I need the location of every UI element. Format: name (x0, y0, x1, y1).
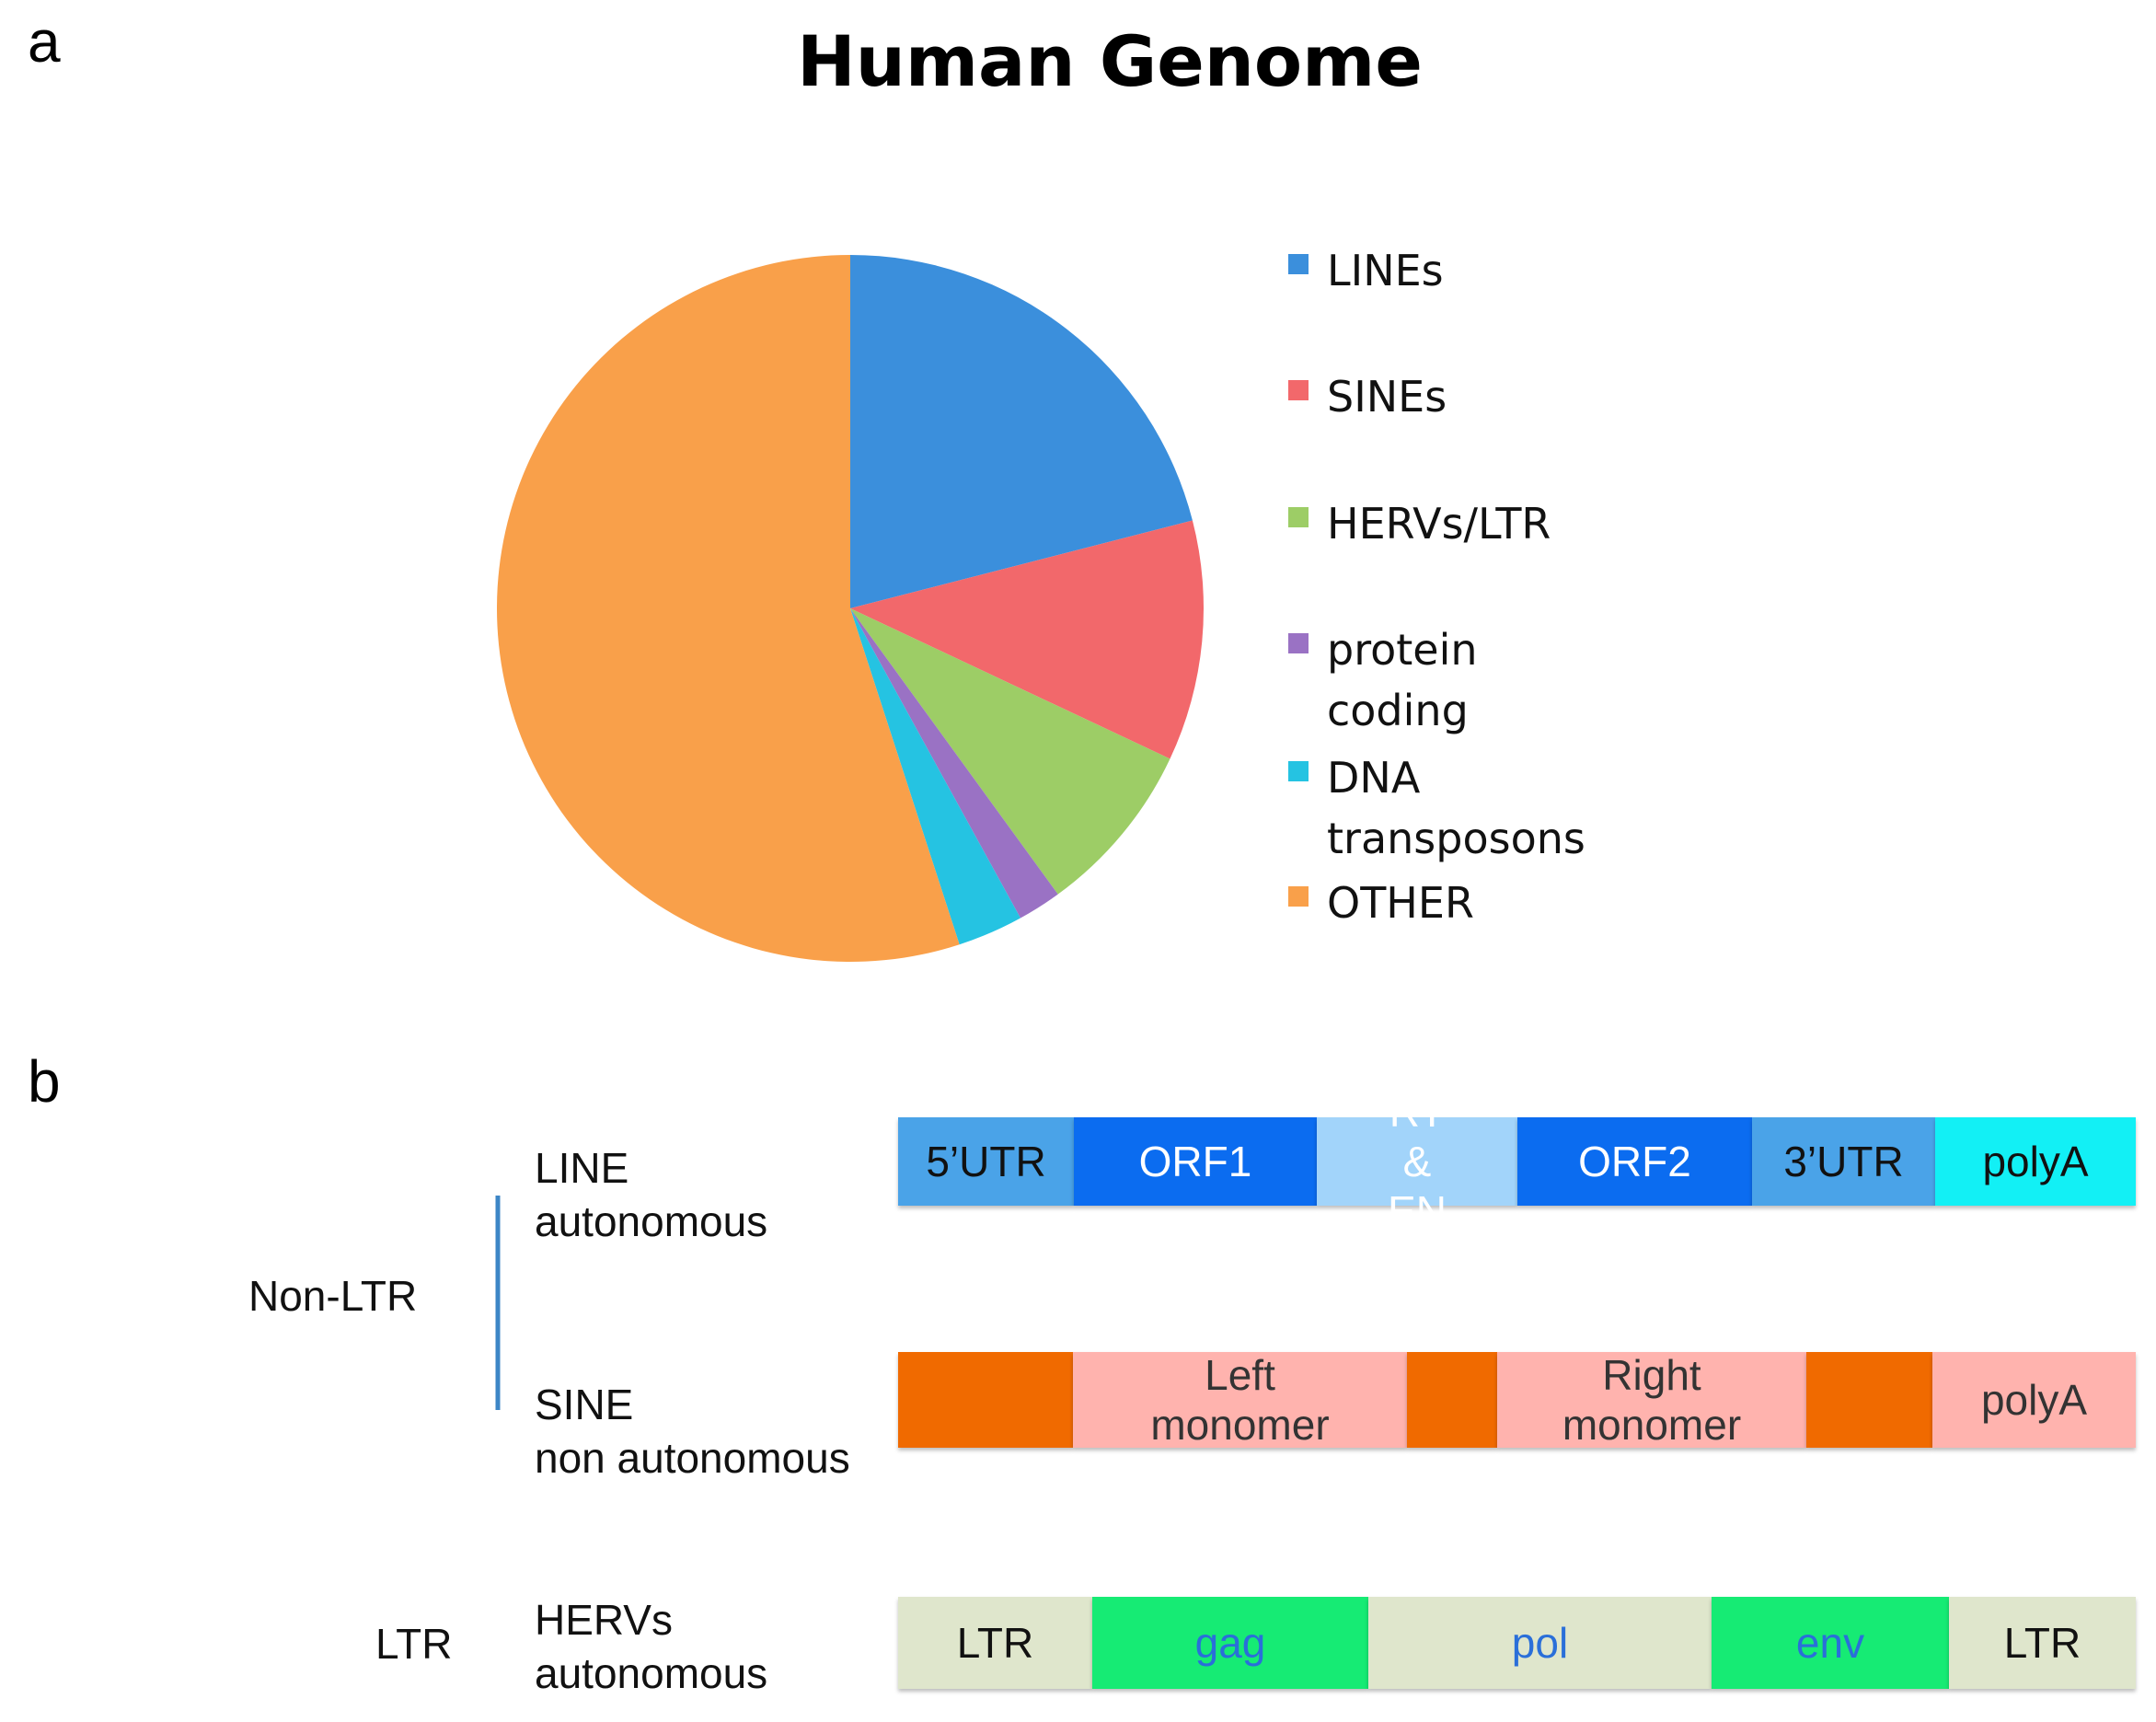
segment: Right monomer (1497, 1351, 1806, 1449)
segment: polyA (1935, 1117, 2136, 1206)
legend-swatch (1288, 886, 1309, 907)
segment: LTR (1949, 1597, 2136, 1689)
segment (1806, 1352, 1932, 1448)
chart-title: Human Genome (797, 20, 1423, 102)
row-label-line: HERVs (535, 1596, 673, 1644)
legend-swatch (1288, 507, 1309, 527)
pie-slice (850, 608, 1020, 945)
segment-label: RT & EN (1388, 1088, 1447, 1235)
row-label: SINE non autonomous (535, 1378, 850, 1485)
segment-label: LTR (2003, 1619, 2081, 1667)
pie-slice (496, 255, 960, 962)
row-label-line: SINE (535, 1381, 634, 1428)
segment-label: Left monomer (1150, 1351, 1330, 1449)
legend-label: protein coding (1327, 625, 1478, 735)
legend-label: OTHER (1327, 878, 1474, 928)
group-label: Non-LTR (248, 1272, 418, 1320)
row-label-line: autonomous (535, 1649, 768, 1697)
segment: Left monomer (1073, 1351, 1407, 1449)
segment-label: Right monomer (1562, 1351, 1742, 1449)
pie-slice (850, 608, 1170, 895)
legend-label: DNA transposons (1327, 753, 1585, 863)
legend-label: HERVs/LTR (1327, 499, 1551, 549)
legend-swatch (1288, 254, 1309, 274)
segment (898, 1352, 1073, 1448)
segment-label: env (1795, 1619, 1865, 1667)
row-label-line: LINE (535, 1144, 629, 1192)
segment-label: gag (1194, 1619, 1266, 1667)
row-label: HERVs autonomous (535, 1593, 767, 1700)
segment-label: LTR (956, 1619, 1034, 1667)
segment: gag (1092, 1597, 1368, 1689)
segment: polyA (1932, 1352, 2136, 1448)
legend-label: SINEs (1327, 372, 1447, 422)
segment: RT & EN (1317, 1088, 1517, 1235)
pie-slice (850, 608, 1058, 919)
segment-label: polyA (1982, 1138, 2089, 1185)
pie-slice (850, 520, 1204, 759)
row-label-line: non autonomous (535, 1434, 850, 1482)
group-label: LTR (375, 1620, 453, 1668)
segment-label: 3’UTR (1783, 1138, 1904, 1185)
panel-label: b (28, 1048, 61, 1115)
legend-swatch (1288, 633, 1309, 653)
segment-label: 5’UTR (926, 1138, 1046, 1185)
legend-label: LINEs (1327, 246, 1444, 295)
panel-label: a (28, 8, 61, 75)
segment-label: polyA (1980, 1376, 2088, 1424)
segment: 3’UTR (1752, 1117, 1935, 1206)
segment: env (1712, 1597, 1949, 1689)
segment: LTR (898, 1597, 1092, 1689)
row-label-line: autonomous (535, 1197, 768, 1245)
segment: ORF1 (1074, 1117, 1317, 1206)
segment-label: pol (1511, 1619, 1569, 1667)
pie-slice (850, 255, 1193, 608)
row-label: LINE autonomous (535, 1141, 767, 1248)
legend-swatch (1288, 380, 1309, 400)
legend-swatch (1288, 761, 1309, 781)
segment: pol (1368, 1597, 1712, 1689)
segment-label: ORF1 (1138, 1138, 1252, 1185)
segment: ORF2 (1517, 1117, 1752, 1206)
segment-label: ORF2 (1578, 1138, 1691, 1185)
segment: 5’UTR (898, 1117, 1074, 1206)
segment (1407, 1352, 1497, 1448)
